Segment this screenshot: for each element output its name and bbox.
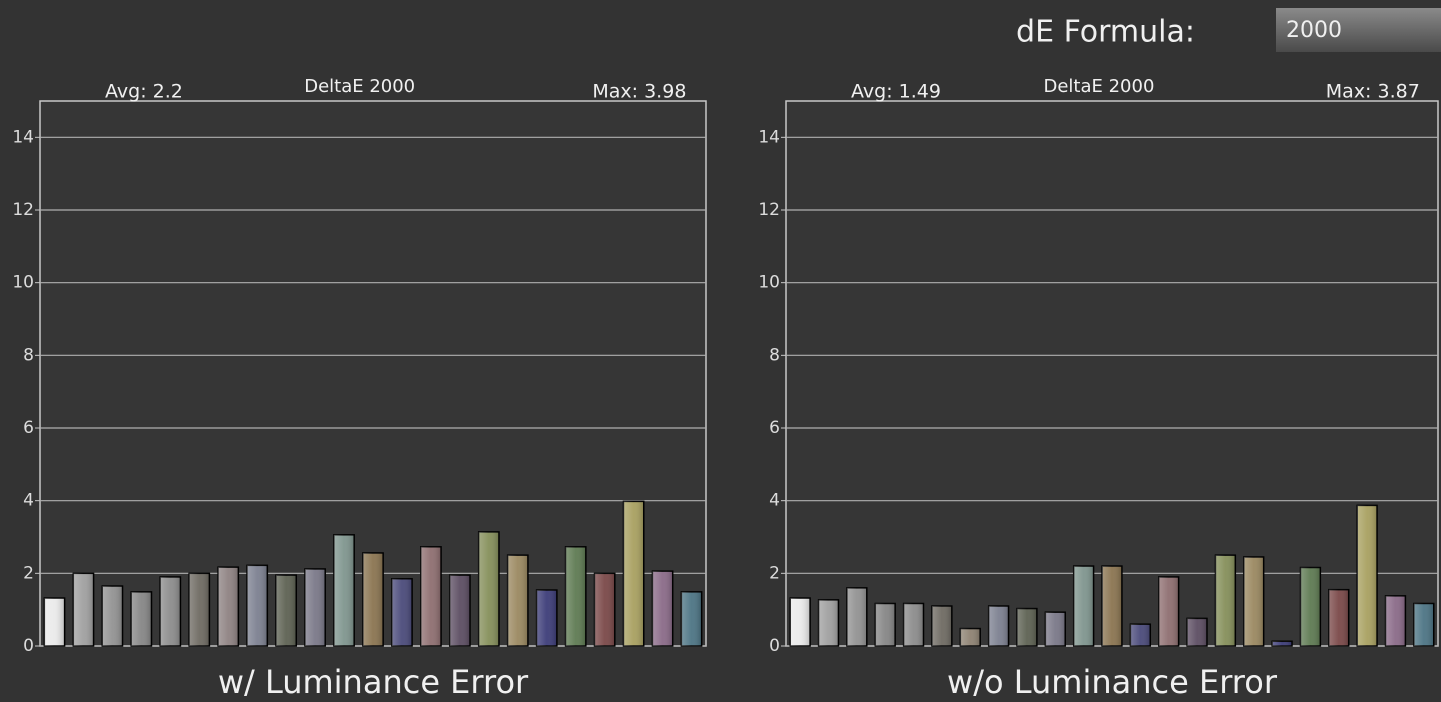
bar-shine <box>478 531 499 646</box>
bar-shine <box>903 603 924 646</box>
bar-shine <box>1045 612 1066 646</box>
y-tick-label: 8 <box>23 345 34 365</box>
bar-shine <box>102 586 123 646</box>
bar-shine <box>73 573 94 646</box>
bar-shine <box>1073 566 1094 646</box>
bar-shine <box>1385 595 1406 646</box>
bar-shine <box>391 578 413 646</box>
bar-shine <box>304 568 326 646</box>
bar-shine <box>1357 505 1378 646</box>
bar-shine <box>1187 618 1207 646</box>
y-tick-label: 2 <box>23 563 34 583</box>
bar-shine <box>594 573 615 646</box>
bar-shine <box>218 567 239 646</box>
y-tick-label: 10 <box>12 273 34 293</box>
bar-shine <box>1215 555 1236 646</box>
bar-shine <box>160 576 181 646</box>
bar-shine <box>790 598 811 646</box>
max-label: Max: 3.98 <box>592 81 686 103</box>
plot-area <box>785 100 1439 647</box>
bar-shine <box>131 591 152 646</box>
bar-shine <box>44 598 65 646</box>
bar-shine <box>1102 566 1122 646</box>
y-tick-label: 6 <box>23 418 34 438</box>
max-label: Max: 3.87 <box>1326 81 1420 103</box>
bar-shine <box>652 571 673 646</box>
avg-label: Avg: 2.2 <box>105 81 183 103</box>
y-tick-label: 14 <box>12 127 34 147</box>
bar-shine <box>1243 556 1264 646</box>
bar-shine <box>449 575 471 646</box>
bar-shine <box>931 606 952 646</box>
bar-shine <box>565 546 586 646</box>
bar-shine <box>420 546 442 646</box>
y-tick-label: 12 <box>12 200 34 220</box>
avg-label: Avg: 1.49 <box>851 81 941 103</box>
y-tick-label: 2 <box>769 563 780 583</box>
y-tick-label: 4 <box>23 491 34 511</box>
bar-shine <box>247 565 268 646</box>
x-axis-label: w/ Luminance Error <box>218 663 529 701</box>
formula-value[interactable]: 2000 <box>1286 18 1342 43</box>
bar-shine <box>1328 589 1349 646</box>
bar-shine <box>275 575 297 646</box>
bar-shine <box>1272 641 1293 646</box>
y-tick-label: 10 <box>758 273 780 293</box>
formula-label: dE Formula: <box>1016 15 1195 50</box>
bar-shine <box>362 552 384 646</box>
y-tick-label: 8 <box>769 345 780 365</box>
bar-shine <box>988 606 1009 646</box>
y-tick-label: 0 <box>769 636 780 656</box>
bar-shine <box>623 501 644 646</box>
bar-shine <box>333 534 355 646</box>
bar-shine <box>1158 576 1179 646</box>
y-tick-label: 6 <box>769 418 780 438</box>
chart-title: DeltaE 2000 <box>1043 76 1154 97</box>
bar-shine <box>1130 624 1151 646</box>
y-tick-label: 12 <box>758 200 780 220</box>
bar-shine <box>960 628 981 646</box>
bar-shine <box>1413 603 1434 646</box>
bar-shine <box>846 587 867 646</box>
y-tick-label: 4 <box>769 491 780 511</box>
chart-title: DeltaE 2000 <box>304 76 415 97</box>
bar-shine <box>818 599 839 646</box>
bar-shine <box>1017 608 1037 646</box>
x-axis-label: w/o Luminance Error <box>947 663 1278 701</box>
y-tick-label: 0 <box>23 636 34 656</box>
bar-shine <box>875 603 896 646</box>
bar-shine <box>1300 567 1321 646</box>
bar-shine <box>681 591 702 646</box>
bar-shine <box>189 573 210 646</box>
bar-shine <box>536 590 557 646</box>
y-tick-label: 14 <box>758 127 780 147</box>
formula-dropdown[interactable] <box>1276 8 1441 52</box>
bar-shine <box>507 555 528 646</box>
